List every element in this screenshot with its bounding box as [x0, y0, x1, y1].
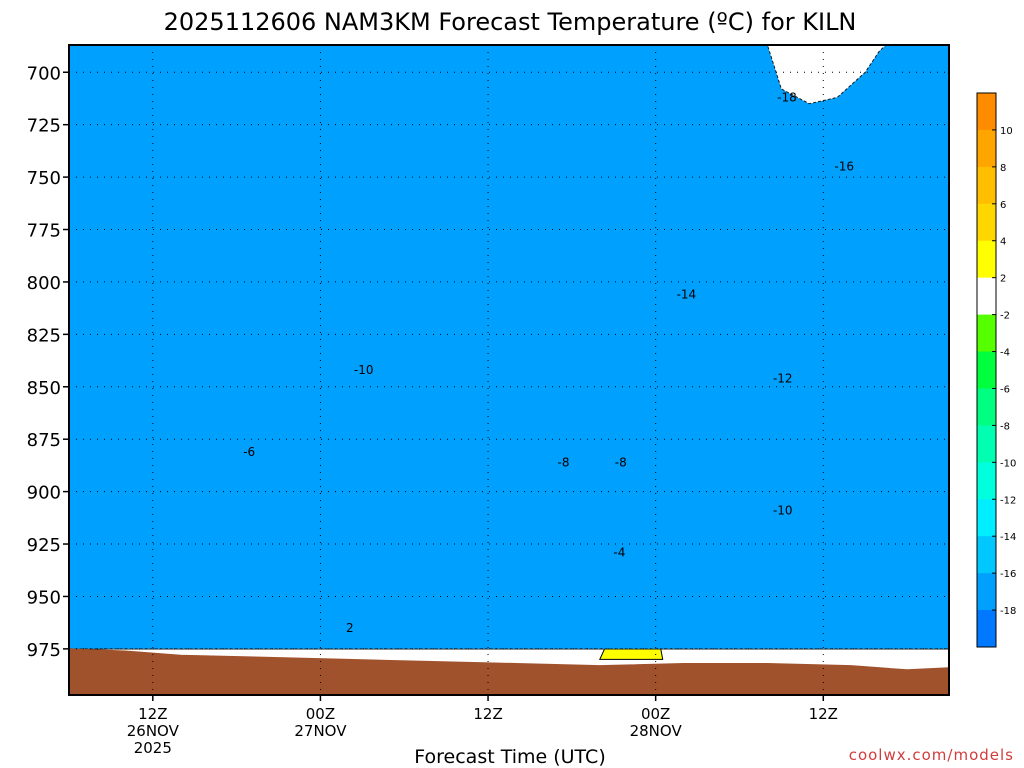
x-tick-label: 12Z — [809, 705, 838, 723]
contour-label: -10 — [773, 503, 793, 517]
contour-label: -10 — [354, 363, 374, 377]
chart-title: 2025112606 NAM3KM Forecast Temperature (… — [164, 8, 857, 36]
contour-label: -14 — [677, 288, 697, 302]
contour-label: -16 — [834, 160, 854, 174]
y-tick-label: 900 — [27, 483, 61, 504]
contour-label: 2 — [346, 621, 354, 635]
temperature-region-minus18 — [69, 45, 949, 650]
x-tick-label: 12Z — [138, 705, 167, 723]
colorbar-label: -2 — [1000, 311, 1010, 322]
colorbar-label: -10 — [1000, 458, 1016, 469]
contour-label: -12 — [773, 371, 793, 385]
colorbar-swatch — [977, 93, 996, 131]
colorbar-swatch — [977, 240, 996, 279]
y-tick-label: 825 — [27, 325, 61, 346]
y-tick-label: 875 — [27, 430, 61, 451]
y-tick-label: 925 — [27, 535, 61, 556]
credit-text: coolwx.com/models — [849, 746, 1014, 764]
colorbar-label: -14 — [1000, 532, 1016, 543]
x-tick-label: 00Z — [641, 705, 670, 723]
plot-frame — [68, 44, 950, 696]
colorbar-swatch — [977, 573, 996, 611]
colorbar-swatch — [977, 462, 996, 500]
y-tick-label: 950 — [27, 587, 61, 608]
y-tick-label: 700 — [27, 63, 61, 84]
ground-surface — [69, 648, 949, 695]
x-tick-label: 00Z — [306, 705, 335, 723]
colorbar: 10 8 6 4 2 -2 -4 -6 -8 -10 -12 -14 -16 -18 — [976, 92, 1016, 648]
x-tick-date: 28NOV — [630, 722, 683, 740]
colorbar-label: -18 — [1000, 606, 1016, 617]
temperature-fills — [69, 45, 949, 660]
colorbar-swatch — [977, 277, 996, 316]
contour-label: -18 — [777, 90, 797, 104]
y-tick-label: 725 — [27, 116, 61, 137]
colorbar-swatch — [977, 314, 996, 353]
colorbar-label: 4 — [1000, 237, 1006, 248]
contour-label: -8 — [557, 455, 569, 469]
colorbar-label: 8 — [1000, 163, 1006, 174]
colorbar-label: -16 — [1000, 569, 1016, 580]
colorbar-label: -4 — [1000, 348, 1010, 359]
colorbar-swatch — [977, 203, 996, 242]
contour-label: -6 — [243, 445, 255, 459]
y-tick-label: 800 — [27, 273, 61, 294]
contour-labels: -18 -16 -14 -12 -10 -10 -8 -8 -6 -4 2 — [243, 90, 854, 634]
y-tick-label: 850 — [27, 378, 61, 399]
colorbar-swatch — [977, 351, 996, 389]
plot-area: -18 -16 -14 -12 -10 -10 -8 -8 -6 -4 2 — [69, 45, 949, 695]
colorbar-frame — [976, 92, 997, 648]
colorbar-swatch — [977, 388, 996, 426]
colorbar-swatch — [977, 166, 996, 205]
x-axis-title: Forecast Time (UTC) — [414, 746, 605, 768]
colorbar-label: 6 — [1000, 200, 1006, 211]
colorbar-swatch — [977, 129, 996, 168]
x-tick-year: 2025 — [134, 739, 172, 757]
colorbar-swatch — [977, 425, 996, 463]
contour-label: -4 — [613, 545, 625, 559]
colorbar-swatch — [977, 536, 996, 574]
ground-surface-fill — [69, 648, 949, 695]
colorbar-label: -6 — [1000, 384, 1010, 395]
y-tick-label: 975 — [27, 640, 61, 661]
y-tick-label: 750 — [27, 168, 61, 189]
y-axis: 700 725 750 775 800 825 850 875 900 925 950 975 — [27, 63, 69, 661]
colorbar-swatch — [977, 499, 996, 537]
colorbar-swatch — [977, 610, 996, 648]
colorbar-label: -8 — [1000, 421, 1010, 432]
colorbar-label: -12 — [1000, 495, 1016, 506]
y-tick-label: 775 — [27, 221, 61, 242]
x-tick-label: 12Z — [473, 705, 502, 723]
x-tick-date: 26NOV — [127, 722, 180, 740]
colorbar-label: 10 — [1000, 126, 1013, 137]
colorbar-label: 2 — [1000, 274, 1006, 285]
x-tick-date: 27NOV — [294, 722, 347, 740]
contour-label: -8 — [615, 455, 627, 469]
